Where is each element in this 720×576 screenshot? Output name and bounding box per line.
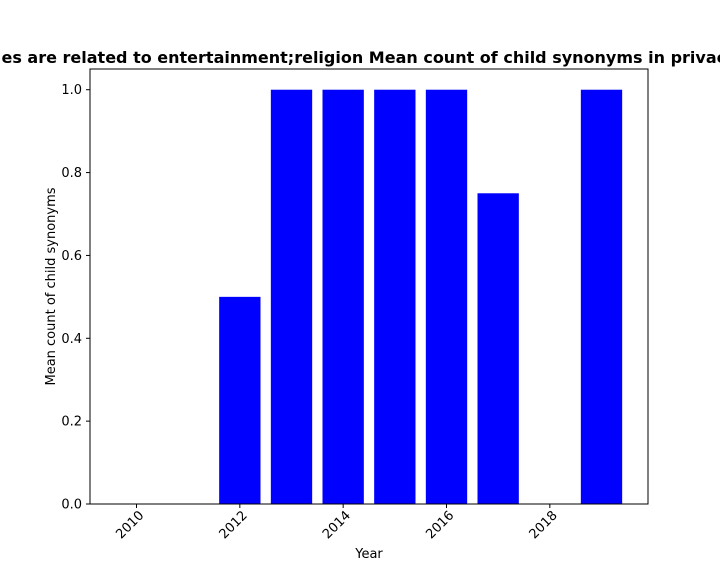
x-axis: 2010 2012 2014 2016 2018 xyxy=(113,504,561,542)
bar-2014 xyxy=(322,89,364,504)
bar-2013 xyxy=(270,89,313,504)
bar-2017 xyxy=(477,193,519,505)
x-tick-label: 2016 xyxy=(423,508,457,542)
x-tick-label: 2014 xyxy=(320,508,354,542)
y-tick-label: 0.6 xyxy=(61,249,82,264)
x-tick-label: 2012 xyxy=(217,508,251,542)
bar-2019 xyxy=(580,89,623,504)
bar-2012 xyxy=(219,296,261,504)
y-axis: 0.0 0.2 0.4 0.6 0.8 1.0 xyxy=(61,83,90,513)
bar-2016 xyxy=(425,89,468,504)
bars-group xyxy=(219,89,623,505)
chart-title: es are related to entertainment;religion… xyxy=(1,48,720,67)
plot-frame xyxy=(89,68,649,505)
x-tick-label: 2018 xyxy=(527,508,561,542)
y-tick-label: 0.8 xyxy=(61,166,82,181)
y-axis-label: Mean count of child synonyms xyxy=(44,187,59,385)
y-tick-label: 0.0 xyxy=(61,498,82,513)
bar-2015 xyxy=(374,89,416,504)
y-tick-label: 1.0 xyxy=(61,83,82,98)
x-axis-label: Year xyxy=(354,547,383,562)
y-tick-label: 0.2 xyxy=(61,415,82,430)
y-tick-label: 0.4 xyxy=(61,332,82,347)
x-tick-label: 2010 xyxy=(113,508,147,542)
